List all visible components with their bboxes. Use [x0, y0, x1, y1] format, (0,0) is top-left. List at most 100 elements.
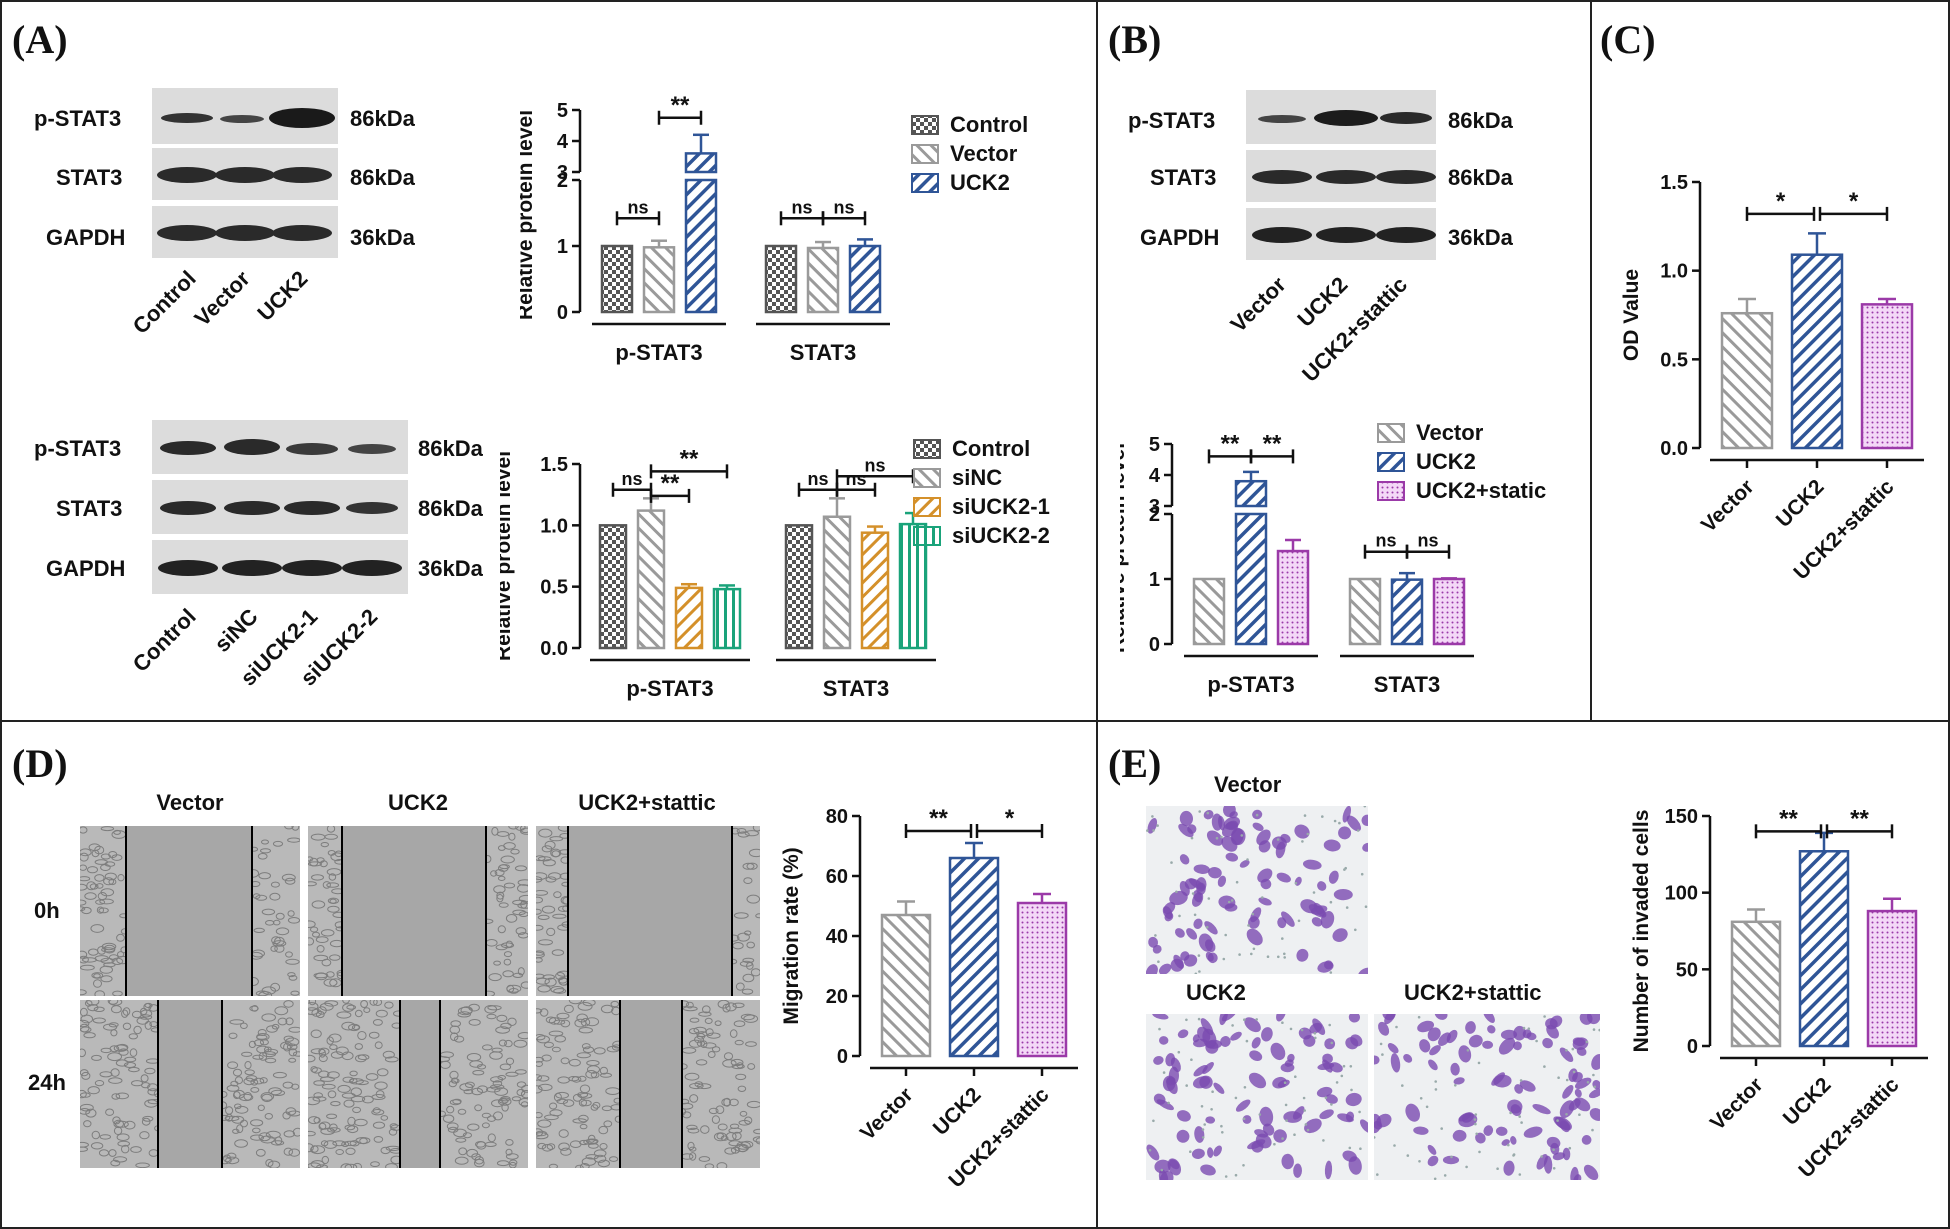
legend-label: UCK2: [950, 170, 1010, 195]
y-axis-label: Relative protein level: [500, 451, 515, 661]
y-tick-label: 0.5: [540, 577, 568, 599]
legend-swatch: [913, 526, 941, 546]
scratch-image-vector-0h: [80, 826, 300, 996]
invasion-label: UCK2: [1186, 980, 1246, 1005]
significance-label: *: [1005, 805, 1015, 832]
y-tick-label: 4: [557, 131, 569, 153]
y-tick-label: 20: [826, 986, 848, 1008]
x-tick-label: Vector: [1697, 475, 1759, 537]
blot-row-label: GAPDH: [1140, 225, 1220, 250]
x-group-label: STAT3: [1374, 672, 1440, 697]
legend-label: Control: [952, 436, 1030, 461]
scratch-image-static-0h: [536, 826, 760, 996]
blot-row-label: STAT3: [56, 496, 123, 521]
invasion-image-uck2: [1146, 1014, 1368, 1180]
panel-label-c: (C): [1600, 17, 1656, 62]
x-tick-label: Vector: [856, 1083, 918, 1145]
bar: [684, 178, 718, 314]
bar: [600, 244, 634, 314]
bar: [1798, 850, 1850, 1048]
blot-mw-label: 36kDa: [1448, 225, 1513, 250]
blot-row-label: GAPDH: [46, 225, 126, 250]
y-axis-label: Relative protein level: [520, 110, 537, 320]
significance-label: ns: [1417, 531, 1438, 551]
panel-label-b: (B): [1108, 17, 1162, 62]
bar: [880, 913, 932, 1058]
x-group-label: STAT3: [790, 340, 856, 365]
blot-row-label: STAT3: [56, 165, 123, 190]
invasion-label: UCK2+stattic: [1404, 980, 1542, 1005]
y-tick-label: 40: [826, 926, 848, 948]
migration-column-label: Vector: [156, 790, 224, 815]
y-tick-label: 1: [1149, 569, 1160, 591]
bar: [1432, 577, 1466, 646]
bar: [642, 246, 676, 314]
y-axis-label: Relative protein level: [1120, 443, 1129, 653]
bar: [684, 152, 718, 174]
significance-label: **: [1850, 805, 1869, 832]
blot-mw-label: 86kDa: [350, 106, 415, 131]
bar: [712, 587, 742, 650]
significance-label: *: [1776, 188, 1786, 215]
significance-label: ns: [1375, 531, 1396, 551]
y-axis-label: OD Value: [1620, 269, 1643, 361]
bar: [948, 856, 1000, 1058]
migration-column-label: UCK2: [388, 790, 448, 815]
y-axis-label: Migration rate (%): [780, 847, 803, 1024]
y-tick-label: 0: [837, 1046, 848, 1068]
significance-label: ns: [627, 197, 648, 217]
bar: [764, 244, 798, 314]
chart-a-bottom: 0.0 0.5 1.0 1.5 Relative protein level p-STAT…: [500, 436, 1050, 701]
y-tick-label: 100: [1665, 883, 1698, 905]
blot-mw-label: 86kDa: [350, 165, 415, 190]
invasion-image-static: [1374, 1014, 1600, 1180]
significance-label: **: [1779, 805, 1798, 832]
y-axis-label: Number of invaded cells: [1630, 810, 1653, 1053]
significance-label: **: [1263, 430, 1282, 457]
significance-label: ns: [864, 455, 885, 475]
x-tick-label: UCK2: [1772, 475, 1829, 532]
y-tick-label: 1.0: [540, 515, 568, 537]
blot-row-label: GAPDH: [46, 556, 126, 581]
panel-label-e: (E): [1108, 741, 1162, 786]
significance-label: ns: [621, 469, 642, 489]
bar: [1730, 920, 1782, 1048]
bar: [1276, 549, 1310, 646]
legend-swatch: [1377, 481, 1405, 501]
migration-row-label: 24h: [28, 1070, 66, 1095]
bar: [1790, 253, 1844, 450]
blot-strip: [152, 88, 338, 144]
migration-row-label: 0h: [34, 898, 60, 923]
bar: [1390, 578, 1424, 646]
x-group-label: p-STAT3: [615, 340, 702, 365]
y-tick-label: 0: [557, 302, 568, 324]
significance-label: **: [671, 92, 690, 119]
significance-label: ns: [807, 469, 828, 489]
x-tick-label: UCK2: [1779, 1073, 1836, 1130]
significance-label: ns: [833, 197, 854, 217]
bar: [860, 531, 890, 650]
bar: [598, 524, 628, 650]
significance-label: **: [929, 805, 948, 832]
migration-column-label: UCK2+stattic: [578, 790, 716, 815]
chart-e: 0 50 100 150 Number of invaded cells Vector UC…: [1630, 805, 1928, 1182]
y-tick-label: 1.5: [540, 454, 568, 476]
blot-strip: [152, 480, 408, 534]
y-tick-label: 1.0: [1660, 261, 1688, 283]
blot-strip: [152, 420, 408, 474]
x-group-label: p-STAT3: [626, 676, 713, 701]
legend-swatch: [913, 497, 941, 517]
blot-mw-label: 86kDa: [1448, 108, 1513, 133]
significance-label: ns: [845, 469, 866, 489]
legend-label: siUCK2-2: [952, 523, 1050, 548]
significance-label: ns: [791, 197, 812, 217]
panel-label-a: (A): [12, 17, 68, 62]
significance-label: **: [680, 445, 699, 472]
y-tick-label: 1.5: [1660, 172, 1688, 194]
blot-mw-label: 86kDa: [418, 496, 483, 521]
blot-strip: [1246, 208, 1436, 260]
blot-strip: [1246, 90, 1436, 144]
